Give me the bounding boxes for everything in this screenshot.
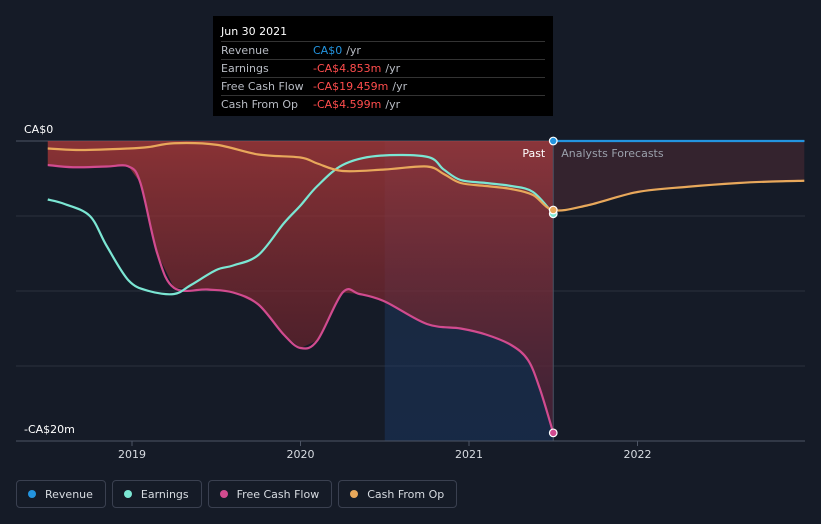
cash-from-op-marker [548,205,558,215]
revenue-marker [548,136,558,146]
tooltip-row-free-cash-flow: Free Cash Flow -CA$19.459m /yr [221,78,545,96]
legend-item-earnings[interactable]: Earnings [111,480,202,508]
tooltip-unit: /yr [346,44,361,57]
tooltip-label: Earnings [221,62,269,75]
x-axis: 2019 2020 2021 2022 [118,441,652,461]
series-lines [47,139,805,434]
tooltip-unit: /yr [385,98,401,111]
x-tick-label: 2022 [624,448,652,461]
forecast-label: Analysts Forecasts [561,147,664,160]
legend-item-revenue[interactable]: Revenue [16,480,106,508]
legend-dot-icon [28,490,36,498]
legend-label: Free Cash Flow [236,487,320,501]
tooltip-value: -CA$19.459m [313,80,389,93]
earnings-line [47,153,555,296]
legend-label: Earnings [140,487,189,501]
tooltip-unit: /yr [392,80,408,93]
free-cash-flow-marker [548,428,558,438]
free-cash-flow-line [47,163,555,434]
tooltip-label: Free Cash Flow [221,80,304,93]
tooltip-label: Revenue [221,44,269,57]
cash-from-op-line [47,141,805,212]
legend-label: Cash From Op [367,487,445,501]
legend: Revenue Earnings Free Cash Flow Cash Fro… [16,480,458,508]
free-cash-flow-area [47,141,554,433]
tooltip-row-earnings: Earnings -CA$4.853m /yr [221,60,545,78]
tooltip-value: CA$0 [313,44,343,57]
legend-dot-icon [123,490,132,498]
tooltip-value: -CA$4.853m [313,62,382,75]
series-markers [548,136,558,438]
tooltip-value: -CA$4.599m [313,98,382,111]
y-tick-top: CA$0 [24,123,54,136]
y-tick-bottom: -CA$20m [24,423,75,436]
past-label: Past [522,147,546,160]
legend-dot-icon [350,490,359,498]
legend-dot-icon [219,490,228,498]
forecast-area [553,141,805,210]
tooltip-row-cash-from-op: Cash From Op -CA$4.599m /yr [221,96,545,113]
tooltip-unit: /yr [385,62,401,75]
x-tick-label: 2020 [287,448,315,461]
tooltip-label: Cash From Op [221,98,299,111]
legend-label: Revenue [45,487,93,501]
tooltip-row-revenue: Revenue CA$0 /yr [221,42,545,60]
legend-item-free-cash-flow[interactable]: Free Cash Flow [207,480,333,508]
legend-item-cash-from-op[interactable]: Cash From Op [338,480,458,508]
tooltip: Jun 30 2021 Revenue CA$0 /yr Earnings -C… [213,16,553,116]
tooltip-date: Jun 30 2021 [221,22,545,42]
x-tick-label: 2021 [455,448,483,461]
x-tick-label: 2019 [118,448,146,461]
